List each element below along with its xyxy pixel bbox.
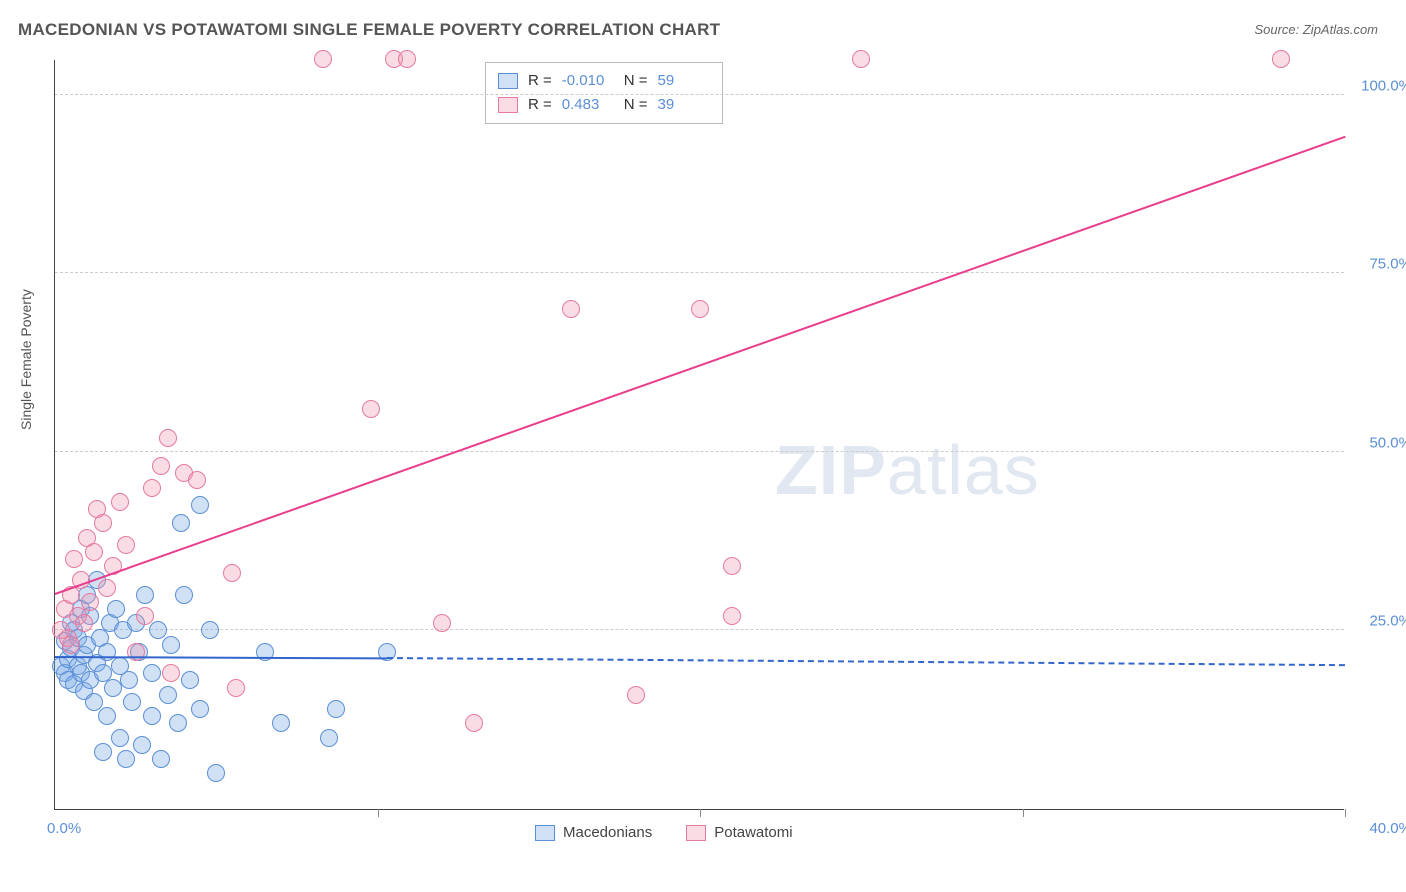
legend-item-series2: Potawatomi xyxy=(686,824,792,841)
chart-title: MACEDONIAN VS POTAWATOMI SINGLE FEMALE P… xyxy=(18,20,720,40)
data-point xyxy=(81,593,99,611)
data-point xyxy=(188,471,206,489)
r-label: R = xyxy=(528,93,552,117)
data-point xyxy=(159,686,177,704)
data-point xyxy=(123,693,141,711)
data-point xyxy=(94,514,112,532)
x-tick xyxy=(700,809,701,817)
data-point xyxy=(207,764,225,782)
data-point xyxy=(159,429,177,447)
gridline xyxy=(55,451,1344,452)
n-label: N = xyxy=(624,93,648,117)
data-point xyxy=(152,457,170,475)
data-point xyxy=(723,557,741,575)
stats-row-series2: R = 0.483 N = 39 xyxy=(498,93,710,117)
x-min-label: 0.0% xyxy=(47,820,81,837)
data-point xyxy=(136,607,154,625)
data-point xyxy=(562,300,580,318)
data-point xyxy=(98,707,116,725)
watermark: ZIPatlas xyxy=(775,430,1040,510)
data-point xyxy=(65,550,83,568)
data-point xyxy=(162,664,180,682)
data-point xyxy=(117,536,135,554)
swatch-series2 xyxy=(686,825,706,841)
data-point xyxy=(94,743,112,761)
n-label: N = xyxy=(624,69,648,93)
gridline xyxy=(55,272,1344,273)
n-value-series1: 59 xyxy=(658,69,710,93)
y-axis-label: Single Female Poverty xyxy=(18,289,34,430)
swatch-series1 xyxy=(535,825,555,841)
gridline xyxy=(55,94,1344,95)
data-point xyxy=(272,714,290,732)
data-point xyxy=(191,700,209,718)
data-point xyxy=(852,50,870,68)
y-tick-label: 100.0% xyxy=(1352,77,1406,94)
y-tick-label: 75.0% xyxy=(1352,256,1406,273)
data-point xyxy=(191,496,209,514)
data-point xyxy=(327,700,345,718)
r-value-series2: 0.483 xyxy=(562,93,614,117)
source-label: Source: ZipAtlas.com xyxy=(1254,22,1378,37)
plot-area: ZIPatlas R = -0.010 N = 59 R = 0.483 N =… xyxy=(54,60,1344,810)
y-tick-label: 50.0% xyxy=(1352,434,1406,451)
stats-row-series1: R = -0.010 N = 59 xyxy=(498,69,710,93)
x-max-label: 40.0% xyxy=(1352,820,1406,837)
y-tick-label: 25.0% xyxy=(1352,613,1406,630)
x-tick xyxy=(1023,809,1024,817)
data-point xyxy=(98,579,116,597)
r-label: R = xyxy=(528,69,552,93)
r-value-series1: -0.010 xyxy=(562,69,614,93)
data-point xyxy=(162,636,180,654)
data-point xyxy=(85,543,103,561)
trend-line xyxy=(55,136,1346,595)
data-point xyxy=(627,686,645,704)
trend-line xyxy=(387,657,1345,666)
legend-label: Potawatomi xyxy=(714,824,792,841)
data-point xyxy=(172,514,190,532)
data-point xyxy=(143,707,161,725)
gridline xyxy=(55,629,1344,630)
data-point xyxy=(723,607,741,625)
data-point xyxy=(227,679,245,697)
data-point xyxy=(143,664,161,682)
data-point xyxy=(201,621,219,639)
legend-item-series1: Macedonians xyxy=(535,824,652,841)
data-point xyxy=(62,636,80,654)
legend: Macedonians Potawatomi xyxy=(535,824,793,841)
data-point xyxy=(107,600,125,618)
data-point xyxy=(152,750,170,768)
data-point xyxy=(111,729,129,747)
data-point xyxy=(314,50,332,68)
data-point xyxy=(175,586,193,604)
x-tick xyxy=(378,809,379,817)
swatch-series1 xyxy=(498,73,518,89)
data-point xyxy=(75,614,93,632)
data-point xyxy=(111,493,129,511)
data-point xyxy=(223,564,241,582)
swatch-series2 xyxy=(498,97,518,113)
data-point xyxy=(362,400,380,418)
data-point xyxy=(181,671,199,689)
data-point xyxy=(120,671,138,689)
legend-label: Macedonians xyxy=(563,824,652,841)
data-point xyxy=(691,300,709,318)
data-point xyxy=(465,714,483,732)
data-point xyxy=(433,614,451,632)
data-point xyxy=(143,479,161,497)
data-point xyxy=(169,714,187,732)
data-point xyxy=(136,586,154,604)
data-point xyxy=(398,50,416,68)
n-value-series2: 39 xyxy=(658,93,710,117)
data-point xyxy=(117,750,135,768)
data-point xyxy=(133,736,151,754)
data-point xyxy=(320,729,338,747)
data-point xyxy=(1272,50,1290,68)
x-tick xyxy=(1345,809,1346,817)
